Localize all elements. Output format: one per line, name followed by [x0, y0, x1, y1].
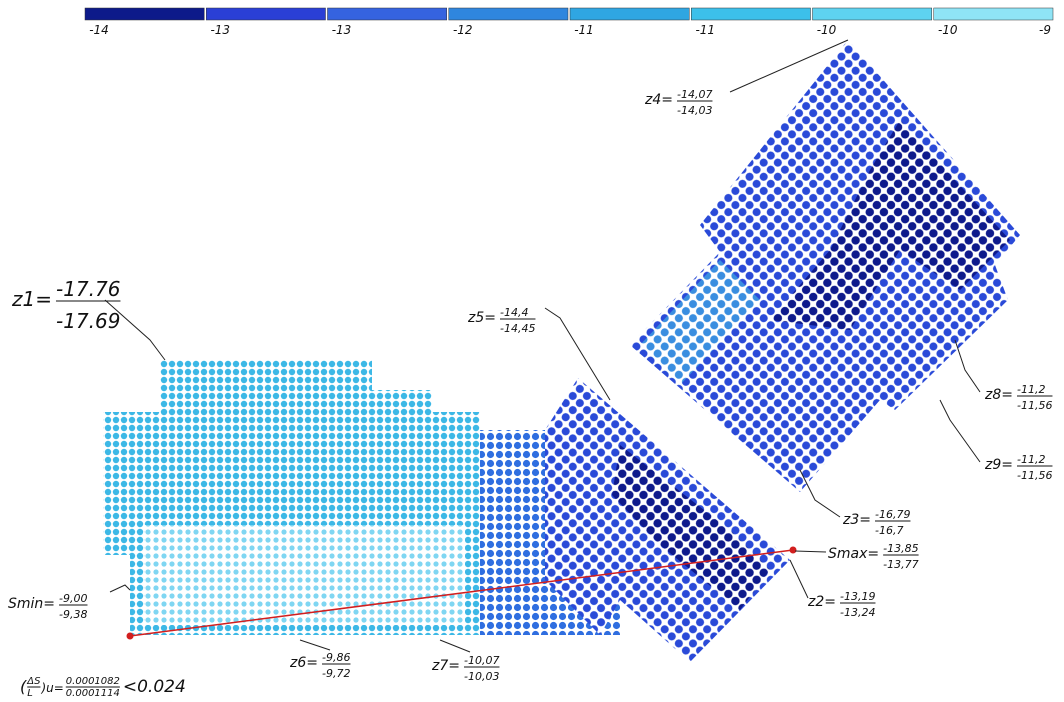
annotation-label: z6=: [289, 655, 318, 671]
legend-label: -13: [332, 23, 352, 37]
legend-swatch: [85, 8, 204, 20]
fraction-bottom: -9,38: [59, 608, 87, 621]
legend-swatch: [691, 8, 810, 20]
fraction-bottom: -17.69: [56, 309, 120, 333]
legend-swatch: [570, 8, 689, 20]
annotation: z8= -11,2 -11,56: [955, 340, 1052, 412]
annotation: Smax= -13,85 -13,77: [795, 542, 919, 571]
ratio-bottom: 0.0001114: [66, 688, 120, 699]
ratio-limit: <0.024: [123, 677, 186, 697]
legend-label: -12: [453, 23, 473, 37]
annotation: z7= -10,07 -10,03: [431, 640, 499, 683]
smax-point: [790, 547, 797, 554]
leader-line: [110, 585, 130, 592]
annotation: Smin= -9,00 -9,38: [8, 585, 130, 621]
leader-line: [940, 400, 980, 462]
ratio-denominator: L: [27, 688, 33, 699]
ratio-top: 0.0001082: [66, 676, 120, 687]
fraction-top: -16,79: [875, 508, 910, 521]
annotation-label: Smin=: [8, 596, 55, 612]
legend-label: -13: [210, 23, 230, 37]
mesh-left-core: [145, 525, 465, 625]
fraction-top: -11,2: [1017, 453, 1045, 466]
leader-line: [795, 551, 826, 552]
smin-point: [127, 633, 134, 640]
legend-label: -9: [1039, 23, 1051, 37]
fraction-top: -9,86: [322, 651, 350, 664]
annotation-label: z8=: [984, 387, 1013, 403]
fraction-top: -11,2: [1017, 383, 1045, 396]
fraction-bottom: -16,7: [875, 524, 903, 537]
legend-label: -10: [938, 23, 958, 37]
legend-label: -10: [817, 23, 837, 37]
fraction-bottom: -13,24: [840, 606, 875, 619]
annotation: z2= -13,19 -13,24: [790, 560, 875, 619]
legend-swatch: [449, 8, 568, 20]
fraction-bottom: -11,56: [1017, 469, 1052, 482]
fraction-bottom: -13,77: [883, 558, 918, 571]
fraction-top: -9,00: [59, 592, 87, 605]
fraction-bottom: -14,03: [677, 104, 712, 117]
legend-label: -11: [695, 23, 715, 37]
leader-line: [440, 640, 470, 652]
annotation-label: z4=: [644, 92, 673, 108]
annotation: z6= -9,86 -9,72: [289, 640, 350, 680]
fraction-bottom: -10,03: [464, 670, 499, 683]
annotation-label: z9=: [984, 457, 1013, 473]
settlement-map: -14 -13 -13 -12 -11 -11 -10 -10 -9 z1=-17.76 -17.…: [0, 0, 1064, 702]
annotation: z5= -14,4 -14,45: [467, 306, 610, 400]
annotation-label: z1=: [11, 287, 52, 311]
ratio-numerator: ΔS: [26, 676, 41, 687]
legend-label: -11: [574, 23, 594, 37]
fraction-top: -13,19: [840, 590, 875, 603]
legend-swatch: [934, 8, 1053, 20]
ratio-close: )u=: [40, 681, 63, 695]
color-legend: -14 -13 -13 -12 -11 -11 -10 -10 -9: [85, 8, 1053, 37]
fraction-top: -14,07: [677, 88, 712, 101]
annotation: z9= -11,2 -11,56: [940, 400, 1052, 482]
legend-swatch: [813, 8, 932, 20]
annotation-label: z7=: [431, 658, 460, 674]
annotation-label: z5=: [467, 310, 496, 326]
legend-swatch: [206, 8, 325, 20]
fraction-top: -10,07: [464, 654, 499, 667]
fraction-top: -14,4: [500, 306, 528, 319]
fraction-bottom: -9,72: [322, 667, 350, 680]
fraction-bottom: -14,45: [500, 322, 535, 335]
annotation-label: Smax=: [828, 546, 879, 562]
legend-swatch: [328, 8, 447, 20]
annotation-label: z3=: [842, 512, 871, 528]
legend-label: -14: [89, 23, 109, 37]
leader-line: [790, 560, 808, 598]
fraction-bottom: -11,56: [1017, 399, 1052, 412]
fraction-top: -17.76: [56, 277, 120, 301]
annotation-label: z2=: [807, 594, 836, 610]
annotation: z1=-17.76 -17.69: [11, 277, 165, 360]
leader-line: [300, 640, 330, 650]
annotation: z3= -16,79 -16,7: [800, 470, 910, 537]
ratio-open: (: [20, 677, 27, 696]
fraction-top: -13,85: [883, 542, 918, 555]
